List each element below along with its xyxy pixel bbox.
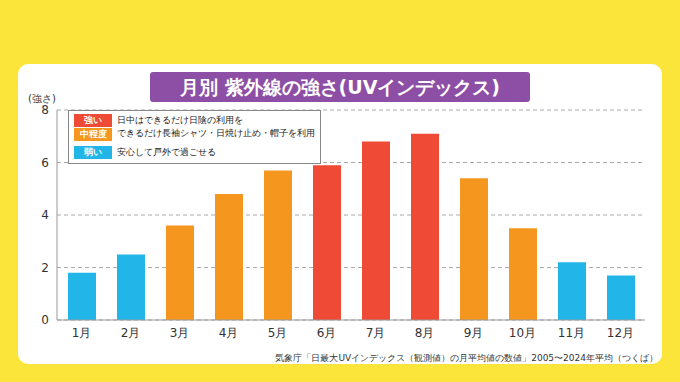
- html-text:(強さ): (強さ): [28, 93, 56, 104]
- svg-text:7月: 7月: [366, 326, 386, 340]
- svg-text:11月: 11月: [558, 326, 585, 340]
- svg-text:9月: 9月: [464, 326, 484, 340]
- svg-text:2: 2: [41, 261, 49, 275]
- svg-text:12月: 12月: [607, 326, 634, 340]
- svg-text:6: 6: [41, 156, 49, 170]
- html-text:中程度: 中程度: [79, 129, 107, 139]
- svg-text:5月: 5月: [268, 326, 288, 340]
- svg-text:4: 4: [41, 208, 49, 222]
- html-text:安心して戸外で過ごせる: 安心して戸外で過ごせる: [117, 147, 216, 157]
- html-text:気象庁「日最大UVインデックス（観測値）の月平均値の数値」2: 気象庁「日最大UVインデックス（観測値）の月平均値の数値」2005〜2024年平…: [275, 353, 658, 363]
- html-text:弱い: 弱い: [84, 147, 102, 157]
- svg-text:4月: 4月: [219, 326, 239, 340]
- html-text:月別 紫外線の強さ(UVインデックス): 月別 紫外線の強さ(UVインデックス): [179, 76, 501, 98]
- svg-text:1月: 1月: [72, 326, 92, 340]
- html-text:強い: 強い: [84, 115, 102, 125]
- svg-text:8月: 8月: [415, 326, 435, 340]
- html-text:日中はできるだけ日陰の利用を できるだけ長袖シャツ・日焼け止: 日中はできるだけ日陰の利用を できるだけ長袖シャツ・日焼け止め・帽子を利用: [117, 115, 315, 138]
- svg-text:0: 0: [41, 313, 49, 327]
- svg-text:3月: 3月: [170, 326, 190, 340]
- svg-text:6月: 6月: [317, 326, 337, 340]
- svg-text:8: 8: [41, 103, 49, 117]
- svg-text:2月: 2月: [121, 326, 141, 340]
- svg-text:10月: 10月: [509, 326, 536, 340]
